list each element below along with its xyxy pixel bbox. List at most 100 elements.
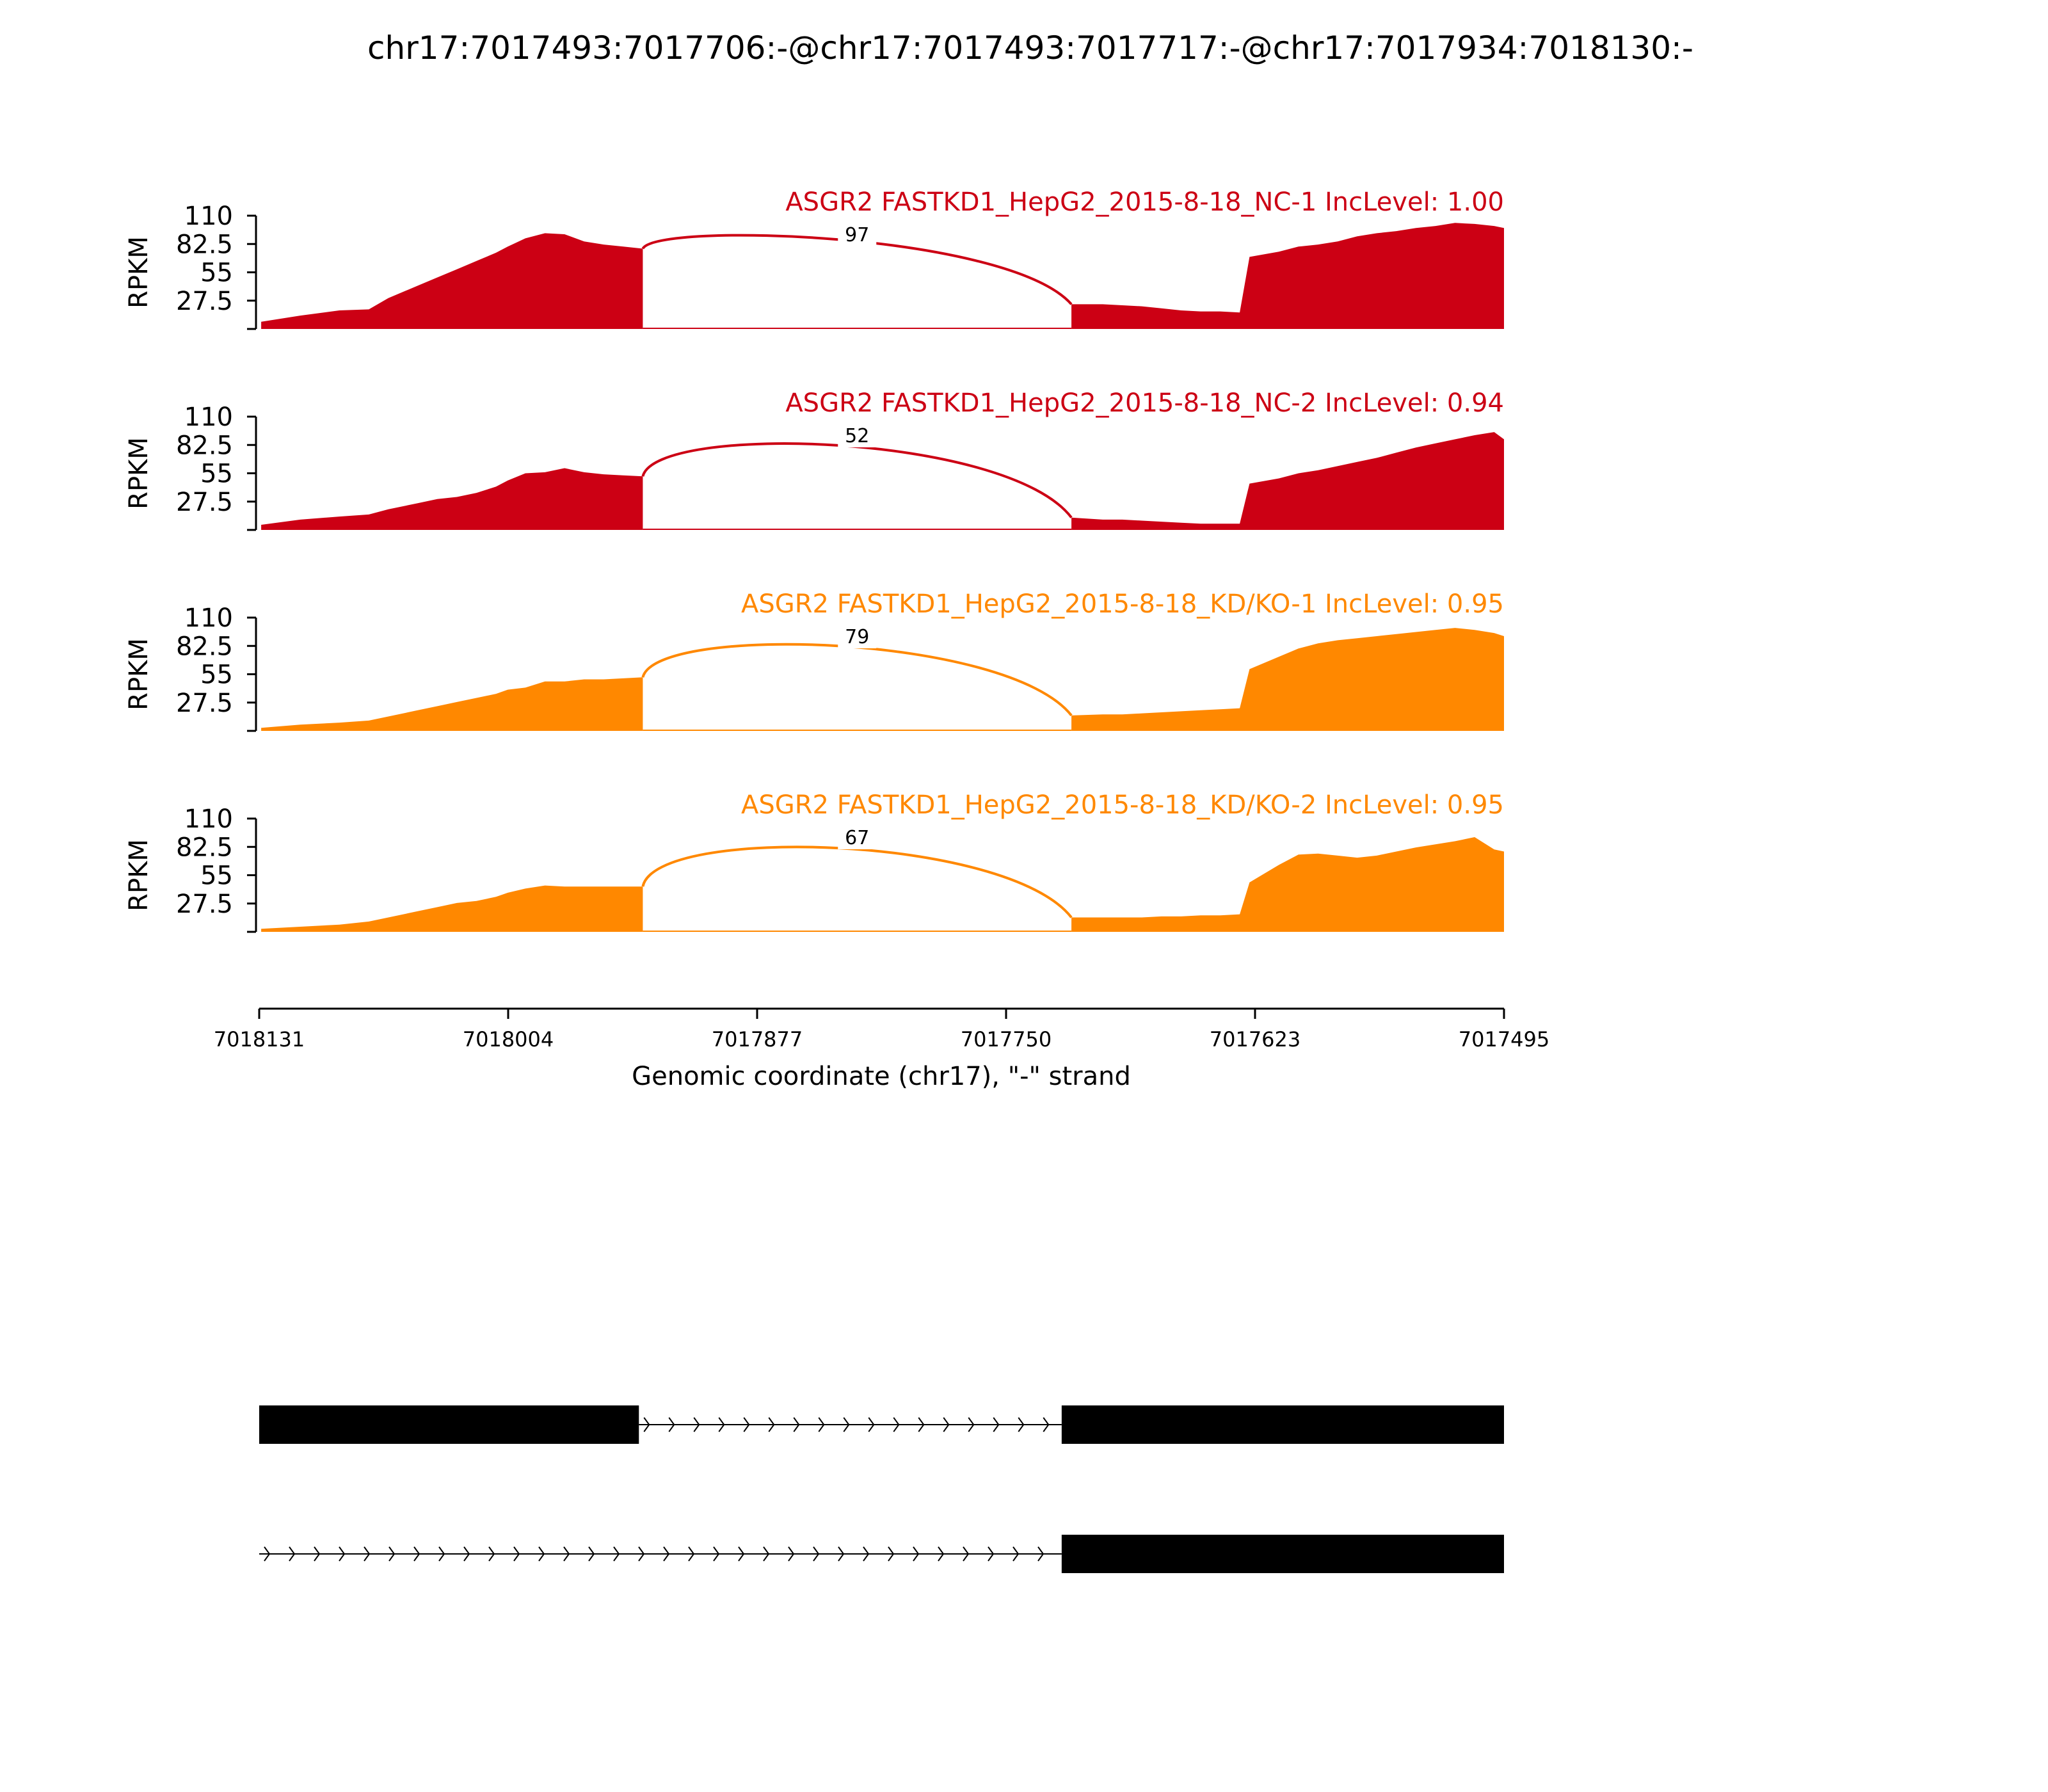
x-axis-label: Genomic coordinate (chr17), "-" strand bbox=[632, 1062, 1131, 1091]
y-tick-label: 110 bbox=[184, 403, 233, 432]
exon-block bbox=[259, 1405, 639, 1444]
strand-arrow bbox=[813, 1546, 820, 1562]
strand-arrow bbox=[738, 1546, 745, 1562]
y-tick-label: 82.5 bbox=[176, 632, 233, 661]
strand-arrow bbox=[613, 1546, 620, 1562]
junction-label-bg bbox=[838, 424, 877, 447]
strand-arrow bbox=[863, 1546, 870, 1562]
strand-arrow bbox=[943, 1417, 950, 1432]
strand-arrow bbox=[289, 1546, 296, 1562]
y-tick-label: 27.5 bbox=[176, 890, 233, 919]
strand-arrow bbox=[463, 1546, 470, 1562]
junction-label-bg bbox=[838, 826, 877, 849]
junction-arc bbox=[641, 643, 1073, 717]
y-tick-label: 82.5 bbox=[176, 431, 233, 460]
sample-panel: 79 ASGR2 FASTKD1_HepG2_2015-8-18_KD/KO-1 … bbox=[124, 589, 1504, 732]
strand-arrow bbox=[938, 1546, 945, 1562]
x-tick-label: 7017495 bbox=[1459, 1027, 1550, 1052]
coverage-area bbox=[1071, 628, 1504, 731]
y-tick-label: 55 bbox=[200, 460, 233, 489]
y-tick-label: 82.5 bbox=[176, 833, 233, 862]
sample-title: ASGR2 FASTKD1_HepG2_2015-8-18_KD/KO-2 In… bbox=[741, 790, 1504, 820]
junction-label-bg bbox=[838, 223, 877, 246]
strand-arrow bbox=[918, 1417, 925, 1432]
strand-arrow bbox=[713, 1546, 720, 1562]
strand-arrow bbox=[563, 1546, 570, 1562]
x-tick-label: 7017877 bbox=[712, 1027, 803, 1052]
x-tick-label: 7017623 bbox=[1210, 1027, 1301, 1052]
strand-arrow bbox=[793, 1417, 800, 1432]
strand-arrow bbox=[663, 1546, 670, 1562]
strand-arrow bbox=[963, 1546, 970, 1562]
y-tick-label: 27.5 bbox=[176, 488, 233, 517]
strand-arrow bbox=[588, 1546, 595, 1562]
strand-arrow bbox=[638, 1546, 645, 1562]
exon-block bbox=[1061, 1535, 1504, 1573]
strand-arrow bbox=[264, 1546, 271, 1562]
strand-arrow bbox=[513, 1546, 520, 1562]
sample-title: ASGR2 FASTKD1_HepG2_2015-8-18_NC-1 IncLe… bbox=[785, 188, 1504, 217]
y-tick-label: 110 bbox=[184, 804, 233, 834]
coverage-area bbox=[261, 233, 643, 329]
junction-arc bbox=[641, 845, 1073, 918]
strand-arrow bbox=[364, 1546, 371, 1562]
strand-arrow bbox=[693, 1417, 700, 1432]
junction-count: 67 bbox=[845, 827, 869, 849]
strand-arrow bbox=[1043, 1417, 1050, 1432]
strand-arrow bbox=[1037, 1546, 1044, 1562]
strand-arrow bbox=[668, 1417, 675, 1432]
strand-arrow bbox=[438, 1546, 445, 1562]
strand-arrow bbox=[768, 1417, 775, 1432]
y-tick-label: 27.5 bbox=[176, 287, 233, 316]
strand-arrow bbox=[888, 1546, 895, 1562]
strand-arrow bbox=[893, 1417, 900, 1432]
strand-arrow bbox=[763, 1546, 770, 1562]
junction-count: 97 bbox=[845, 224, 869, 246]
strand-arrow bbox=[993, 1417, 1000, 1432]
strand-arrow bbox=[868, 1417, 875, 1432]
y-axis-label: RPKM bbox=[124, 437, 154, 509]
exon-block bbox=[1061, 1405, 1504, 1444]
strand-arrow bbox=[538, 1546, 545, 1562]
junction-count: 52 bbox=[845, 425, 869, 447]
x-axis: 7018131 7018004 7017877 7017750 7017623 70174… bbox=[214, 1007, 1550, 1052]
sample-panels: 97 ASGR2 FASTKD1_HepG2_2015-8-18_NC-1 Inc… bbox=[124, 188, 1504, 933]
y-tick-label: 110 bbox=[184, 604, 233, 633]
y-tick-label: 55 bbox=[200, 259, 233, 288]
strand-arrow bbox=[413, 1546, 420, 1562]
sample-panel: 52 ASGR2 FASTKD1_HepG2_2015-8-18_NC-2 Inc… bbox=[124, 388, 1504, 531]
sample-panel: 67 ASGR2 FASTKD1_HepG2_2015-8-18_KD/KO-2 … bbox=[124, 790, 1504, 933]
sample-title: ASGR2 FASTKD1_HepG2_2015-8-18_NC-2 IncLe… bbox=[785, 388, 1504, 418]
y-axis-label: RPKM bbox=[124, 236, 154, 308]
coverage-area bbox=[261, 677, 643, 731]
junction-arc bbox=[641, 234, 1073, 305]
strand-arrow bbox=[688, 1546, 695, 1562]
strand-arrow bbox=[1012, 1546, 1020, 1562]
coverage-area bbox=[1071, 837, 1504, 932]
coverage-area bbox=[261, 885, 643, 932]
junction-count: 79 bbox=[845, 626, 869, 648]
strand-arrow bbox=[1018, 1417, 1025, 1432]
strand-arrow bbox=[743, 1417, 750, 1432]
y-axis-label: RPKM bbox=[124, 839, 154, 911]
strand-arrow bbox=[788, 1546, 795, 1562]
junction-label-bg bbox=[838, 625, 877, 648]
strand-arrow bbox=[843, 1417, 850, 1432]
strand-arrow bbox=[388, 1546, 396, 1562]
coverage-area bbox=[1071, 223, 1504, 329]
junction-arc bbox=[641, 442, 1073, 518]
sample-panel: 97 ASGR2 FASTKD1_HepG2_2015-8-18_NC-1 Inc… bbox=[124, 188, 1504, 330]
coverage-area bbox=[261, 468, 643, 530]
x-tick-label: 7018131 bbox=[214, 1027, 305, 1052]
strand-arrow bbox=[968, 1417, 975, 1432]
y-tick-label: 82.5 bbox=[176, 230, 233, 259]
y-tick-label: 55 bbox=[200, 861, 233, 891]
strand-arrow bbox=[643, 1417, 650, 1432]
y-tick-label: 55 bbox=[200, 660, 233, 690]
strand-arrow bbox=[818, 1417, 825, 1432]
x-tick-label: 7018004 bbox=[463, 1027, 554, 1052]
transcript-model bbox=[259, 1535, 1504, 1573]
chart-title: chr17:7017493:7017706:-@chr17:7017493:70… bbox=[367, 29, 1693, 67]
y-axis-label: RPKM bbox=[124, 638, 154, 710]
